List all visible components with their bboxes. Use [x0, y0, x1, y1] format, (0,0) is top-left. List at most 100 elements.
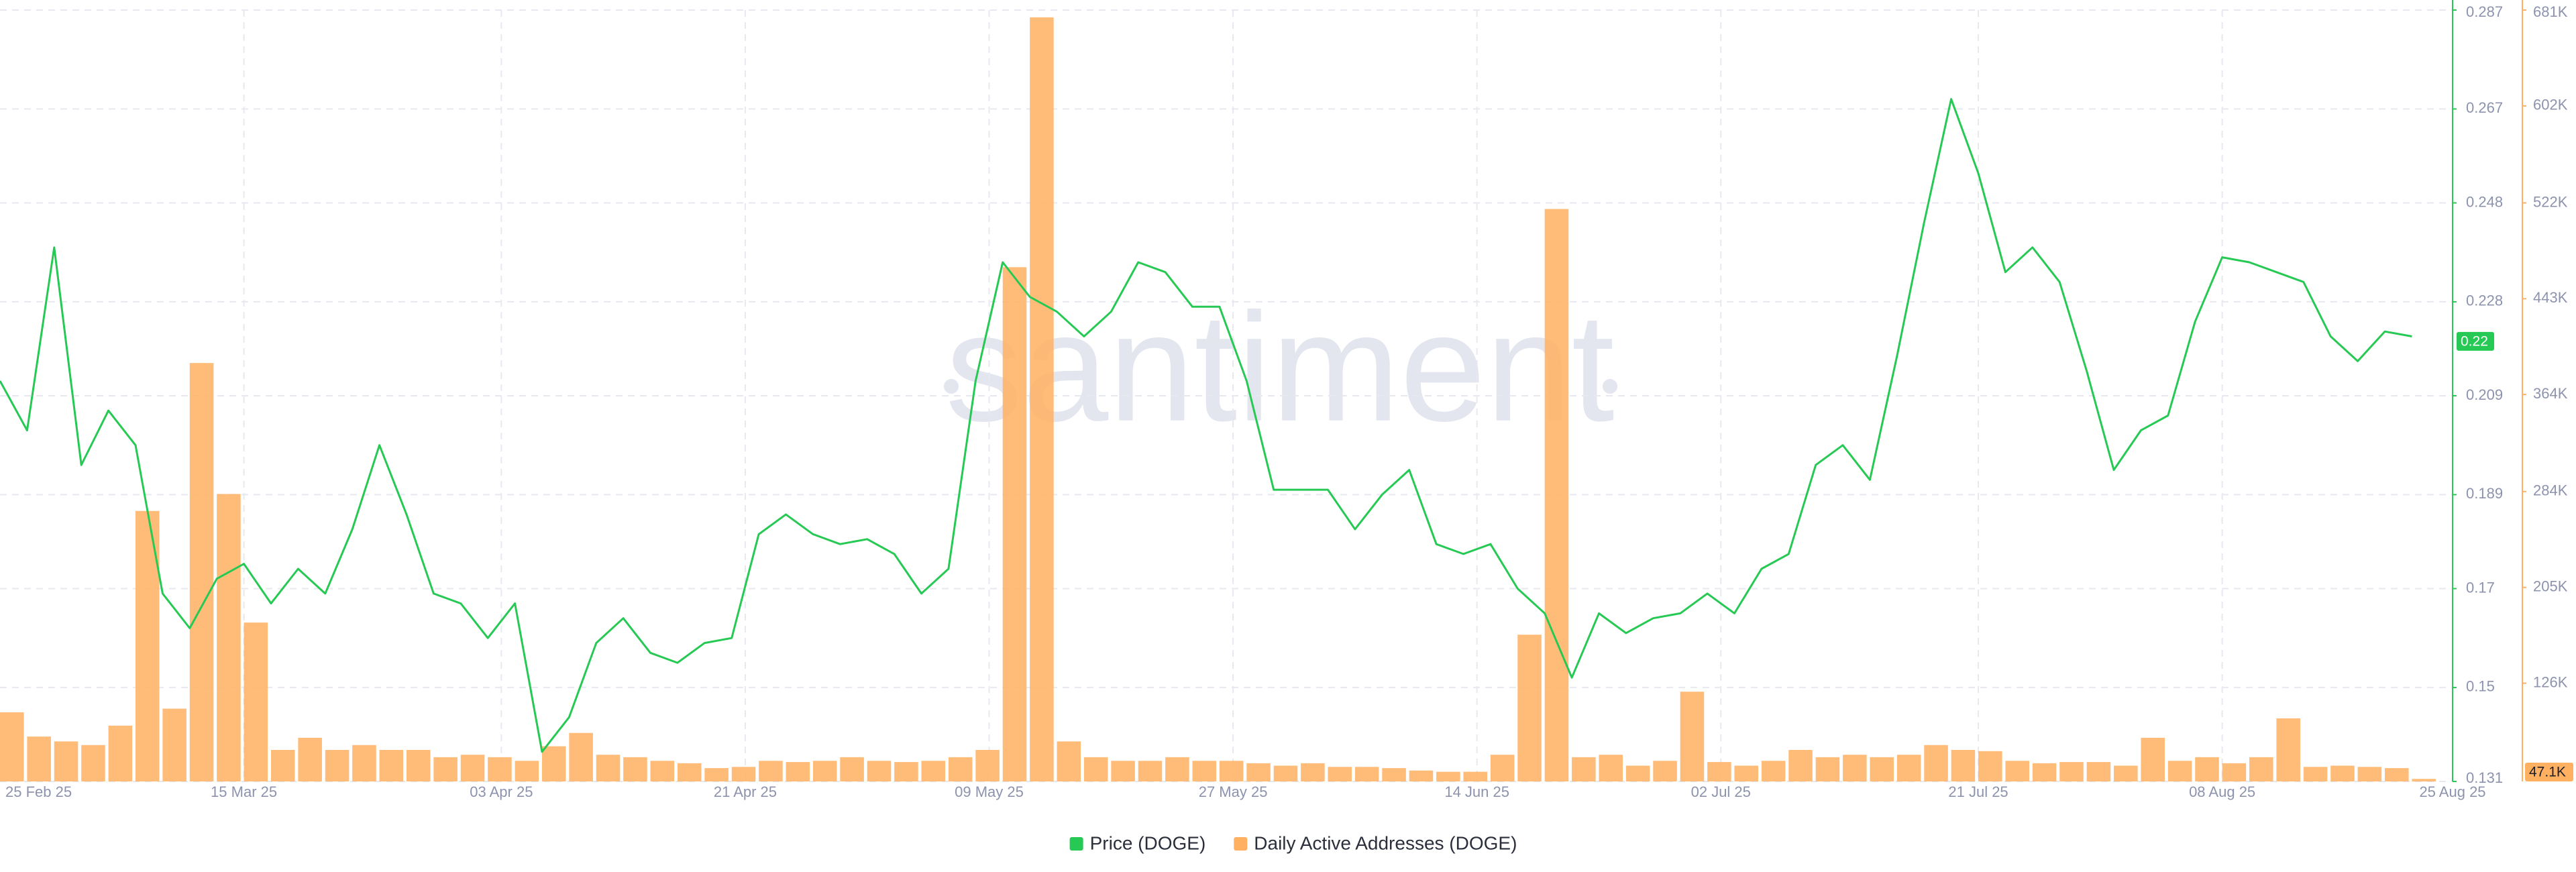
- bar: [1788, 749, 1813, 781]
- bar: [867, 761, 892, 781]
- y2-tick-label: 443K: [2533, 289, 2568, 306]
- bar: [786, 762, 810, 781]
- y2-tick-label: 126K: [2533, 673, 2568, 690]
- bar: [244, 622, 268, 781]
- bar: [623, 757, 647, 781]
- bar: [2357, 767, 2382, 781]
- bar: [1002, 267, 1027, 781]
- bar: [2249, 757, 2273, 781]
- x-tick-label: 09 May 25: [955, 783, 1024, 800]
- bar: [1409, 770, 1434, 781]
- bar: [2222, 763, 2247, 781]
- x-tick-label: 15 Mar 25: [211, 783, 277, 800]
- bar: [270, 749, 295, 781]
- value-badge-label: 0.22: [2461, 333, 2488, 349]
- bar: [2114, 765, 2138, 781]
- bar: [1111, 761, 1135, 781]
- axes: 0.287 0.267 0.248 0.228 0.209 0.189 0.17 0.15 0.…: [5, 0, 2573, 800]
- bar: [677, 763, 702, 781]
- bar: [1219, 761, 1244, 781]
- bar: [460, 755, 485, 781]
- y-tick-label: 0.189: [2466, 485, 2503, 502]
- bar: [1301, 763, 1325, 781]
- bar: [1924, 745, 1948, 781]
- bar: [1246, 763, 1271, 781]
- bar: [650, 761, 675, 781]
- x-tick-label: 14 Jun 25: [1444, 783, 1509, 800]
- bar: [541, 746, 566, 781]
- bar: [704, 768, 729, 781]
- bar: [1599, 755, 1623, 781]
- bar: [2412, 779, 2436, 781]
- y-tick-label: 0.267: [2466, 99, 2503, 116]
- grid: [0, 9, 2453, 782]
- bar: [948, 757, 973, 781]
- bars: [0, 17, 2436, 782]
- bar: [1165, 757, 1189, 781]
- x-tick-label: 21 Apr 25: [714, 783, 777, 800]
- bar: [352, 745, 376, 781]
- bar: [1951, 749, 1976, 781]
- y-tick-label: 0.17: [2466, 579, 2495, 596]
- bar: [975, 749, 1000, 781]
- y2-tick-label: 205K: [2533, 578, 2568, 595]
- bar: [1572, 757, 1596, 781]
- bar: [1382, 768, 1406, 781]
- bar: [759, 761, 783, 781]
- bar: [840, 757, 864, 781]
- lines: [0, 98, 2412, 753]
- bar: [1354, 767, 1379, 781]
- bar: [2167, 761, 2192, 781]
- x-tick-label: 21 Jul 25: [1948, 783, 2008, 800]
- bar: [1734, 765, 1759, 781]
- legend-swatch: [1234, 837, 1248, 851]
- bar: [2195, 757, 2219, 781]
- bar: [406, 749, 431, 781]
- bar: [54, 741, 78, 781]
- value-badge: [2525, 763, 2573, 781]
- x-tick-label: 02 Jul 25: [1691, 783, 1751, 800]
- bar: [1436, 771, 1460, 781]
- legend-swatch: [1069, 837, 1083, 851]
- price-line: [0, 98, 2412, 753]
- bar: [1138, 761, 1163, 781]
- bar: [379, 749, 404, 781]
- bar: [1544, 209, 1569, 781]
- bar: [433, 757, 458, 781]
- y2-tick-label: 364K: [2533, 385, 2568, 402]
- bar: [1057, 741, 1081, 781]
- bar: [1870, 757, 1894, 781]
- x-tick-label: 25 Feb 25: [5, 783, 72, 800]
- y-tick-label: 0.248: [2466, 193, 2503, 210]
- y2-tick-label: 284K: [2533, 482, 2568, 499]
- bar: [1328, 767, 1352, 781]
- bar: [894, 762, 918, 781]
- bar: [1653, 761, 1677, 781]
- bar: [2276, 718, 2300, 781]
- watermark: santiment: [944, 281, 1617, 453]
- bar: [1896, 755, 1921, 781]
- bar: [1843, 755, 1867, 781]
- y2-tick-label: 602K: [2533, 97, 2568, 113]
- bar: [2032, 763, 2057, 781]
- bar: [0, 712, 24, 781]
- x-tick-label: 25 Aug 25: [2419, 783, 2485, 800]
- bar: [162, 708, 186, 781]
- bar: [27, 737, 51, 781]
- bar: [1761, 761, 1786, 781]
- bar: [596, 755, 621, 781]
- bar: [108, 725, 133, 781]
- bar: [1192, 761, 1217, 781]
- x-tick-label: 27 May 25: [1199, 783, 1268, 800]
- bar: [2141, 737, 2165, 781]
- y2-tick-label: 681K: [2533, 3, 2568, 20]
- bar: [81, 745, 105, 781]
- bar: [1707, 762, 1731, 781]
- value-badge-label: 47.1K: [2529, 765, 2566, 780]
- bar: [1517, 635, 1542, 781]
- y2-tick-label: 522K: [2533, 193, 2568, 210]
- x-tick-label: 08 Aug 25: [2189, 783, 2255, 800]
- bar: [1463, 771, 1488, 781]
- bar: [1625, 765, 1650, 781]
